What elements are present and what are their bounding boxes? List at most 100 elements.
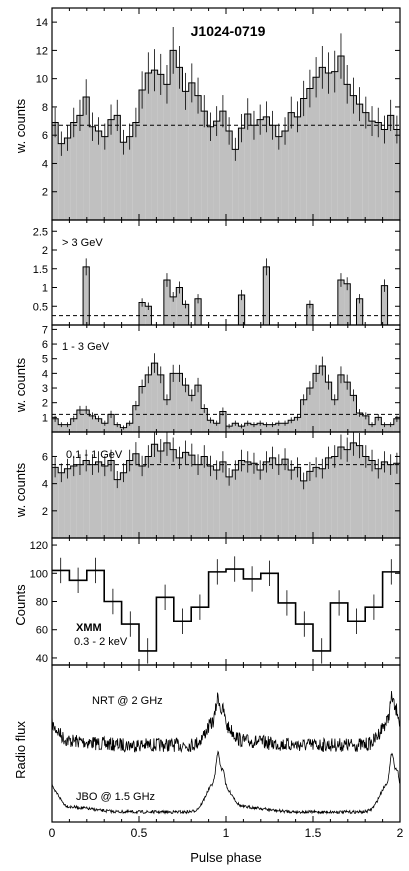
bar-gamma_01_1-6 xyxy=(89,464,96,538)
bar-gamma_01_1-24 xyxy=(201,456,208,538)
ylabel-gamma-1-3: w. counts xyxy=(13,357,28,413)
y-tick-label-xmm-1: 60 xyxy=(36,625,48,637)
bar-gamma_01_1-47 xyxy=(344,449,351,538)
bar-gamma_01_1-21 xyxy=(182,452,189,538)
bar-gamma_1_3-11 xyxy=(120,427,127,432)
bar-gamma_01_1-55 xyxy=(393,463,400,538)
bar-gamma_all-17 xyxy=(157,74,164,220)
bar-gamma_1_3-50 xyxy=(362,415,369,432)
bar-gamma_1_3-14 xyxy=(139,386,146,432)
bar-gamma_all-21 xyxy=(182,91,189,221)
bar-gamma_01_1-7 xyxy=(95,461,102,538)
bar-gamma_1_3-35 xyxy=(269,424,276,432)
bar-gamma_01_1-23 xyxy=(194,464,202,538)
bar-gamma_gt3-53 xyxy=(381,285,388,325)
bar-gamma_all-48 xyxy=(350,95,357,220)
bar-gamma_gt3-30 xyxy=(238,295,245,325)
bar-gamma_all-11 xyxy=(120,142,127,220)
x-tick-label-2: 1 xyxy=(223,826,230,840)
ylabel-xmm: Counts xyxy=(13,584,28,626)
bar-gamma_01_1-35 xyxy=(269,457,276,538)
label-xmm: XMM xyxy=(76,622,102,634)
bar-gamma_1_3-52 xyxy=(375,417,382,432)
bar-gamma_01_1-3 xyxy=(70,465,77,538)
bar-gamma_all-3 xyxy=(70,122,77,220)
bar-gamma_01_1-49 xyxy=(356,445,363,538)
bar-gamma_1_3-29 xyxy=(232,423,239,432)
bar-gamma_gt3-46 xyxy=(337,280,345,325)
bar-gamma_01_1-20 xyxy=(176,457,183,538)
ylabel-gamma-01-1: w. counts xyxy=(13,462,28,518)
bar-gamma_01_1-15 xyxy=(145,456,152,538)
bar-gamma_all-6 xyxy=(89,126,96,220)
bar-gamma_1_3-44 xyxy=(325,382,332,432)
label-01-1-gev: 0.1 - 1 GeV xyxy=(66,449,123,461)
bar-gamma_1_3-54 xyxy=(387,424,394,432)
bar-gamma_01_1-40 xyxy=(300,480,307,538)
bar-gamma_1_3-19 xyxy=(170,373,177,432)
bar-gamma_1_3-27 xyxy=(219,411,226,432)
bar-gamma_1_3-39 xyxy=(294,417,301,432)
y-tick-label-gamma_all-0: 2 xyxy=(42,187,48,199)
bar-gamma_1_3-23 xyxy=(194,385,202,432)
bar-gamma_1_3-47 xyxy=(344,382,351,432)
y-tick-label-gamma_01_1-1: 4 xyxy=(42,479,48,491)
y-tick-label-gamma_1_3-4: 5 xyxy=(42,354,48,366)
bar-gamma_1_3-36 xyxy=(275,423,282,432)
bar-gamma_1_3-48 xyxy=(350,395,357,432)
y-tick-label-gamma_gt3-3: 2 xyxy=(42,245,48,257)
bar-gamma_1_3-4 xyxy=(76,410,84,432)
bar-gamma_1_3-37 xyxy=(281,423,289,432)
bar-gamma_gt3-15 xyxy=(145,306,152,325)
bar-gamma_gt3-5 xyxy=(83,266,90,325)
bar-gamma_all-14 xyxy=(139,89,146,221)
bar-gamma_01_1-25 xyxy=(207,465,214,538)
bar-gamma_all-47 xyxy=(344,84,351,220)
bar-gamma_01_1-8 xyxy=(101,465,108,538)
bar-gamma_1_3-26 xyxy=(213,423,220,432)
bar-gamma_all-55 xyxy=(393,129,400,220)
bar-gamma_gt3-34 xyxy=(263,266,270,325)
bar-gamma_1_3-24 xyxy=(201,408,208,432)
bar-gamma_all-53 xyxy=(381,129,388,220)
bar-gamma_01_1-54 xyxy=(387,464,394,538)
y-tick-label-gamma_all-1: 4 xyxy=(42,158,48,170)
bar-gamma_1_3-2 xyxy=(64,424,71,432)
bar-gamma_1_3-45 xyxy=(331,399,338,432)
chart-title: J1024-0719 xyxy=(191,23,266,39)
bar-gamma_1_3-43 xyxy=(319,366,326,432)
bar-gamma_all-19 xyxy=(170,50,177,221)
bar-gamma_all-10 xyxy=(114,115,121,220)
bar-gamma_all-38 xyxy=(288,112,295,220)
label-gt3-gev: > 3 GeV xyxy=(62,237,103,249)
bar-gamma_01_1-38 xyxy=(288,470,295,538)
bar-gamma_all-43 xyxy=(319,67,326,220)
y-tick-label-gamma_1_3-3: 4 xyxy=(42,368,48,380)
ylabel-gamma-all: w. counts xyxy=(13,98,28,154)
bar-gamma_all-13 xyxy=(132,122,139,220)
bar-gamma_all-16 xyxy=(151,70,158,220)
y-tick-label-gamma_01_1-0: 2 xyxy=(42,506,48,518)
bar-gamma_1_3-42 xyxy=(313,373,320,432)
bar-gamma_all-35 xyxy=(269,125,276,220)
y-tick-label-gamma_all-6: 14 xyxy=(36,17,48,29)
bar-gamma_01_1-0 xyxy=(52,467,59,538)
bar-gamma_01_1-19 xyxy=(170,449,177,538)
bar-gamma_all-36 xyxy=(275,136,282,220)
bar-gamma_01_1-5 xyxy=(83,460,90,538)
bar-gamma_all-34 xyxy=(263,116,270,220)
bar-gamma_1_3-49 xyxy=(356,412,363,432)
x-tick-label-4: 2 xyxy=(397,826,404,840)
bar-gamma_01_1-42 xyxy=(313,467,320,538)
bar-gamma_all-24 xyxy=(201,111,208,220)
bar-gamma_01_1-14 xyxy=(139,465,146,538)
bar-gamma_1_3-8 xyxy=(101,423,108,432)
bar-gamma_1_3-21 xyxy=(182,385,189,432)
bar-gamma_1_3-16 xyxy=(151,363,158,432)
bar-gamma_all-44 xyxy=(325,73,332,220)
bar-gamma_gt3-20 xyxy=(176,287,183,325)
radio-trace-nrt xyxy=(51,690,401,754)
bar-gamma_1_3-20 xyxy=(176,373,183,432)
label-xmm-band: 0.3 - 2 keV xyxy=(74,636,128,648)
x-axis-title: Pulse phase xyxy=(190,850,262,865)
